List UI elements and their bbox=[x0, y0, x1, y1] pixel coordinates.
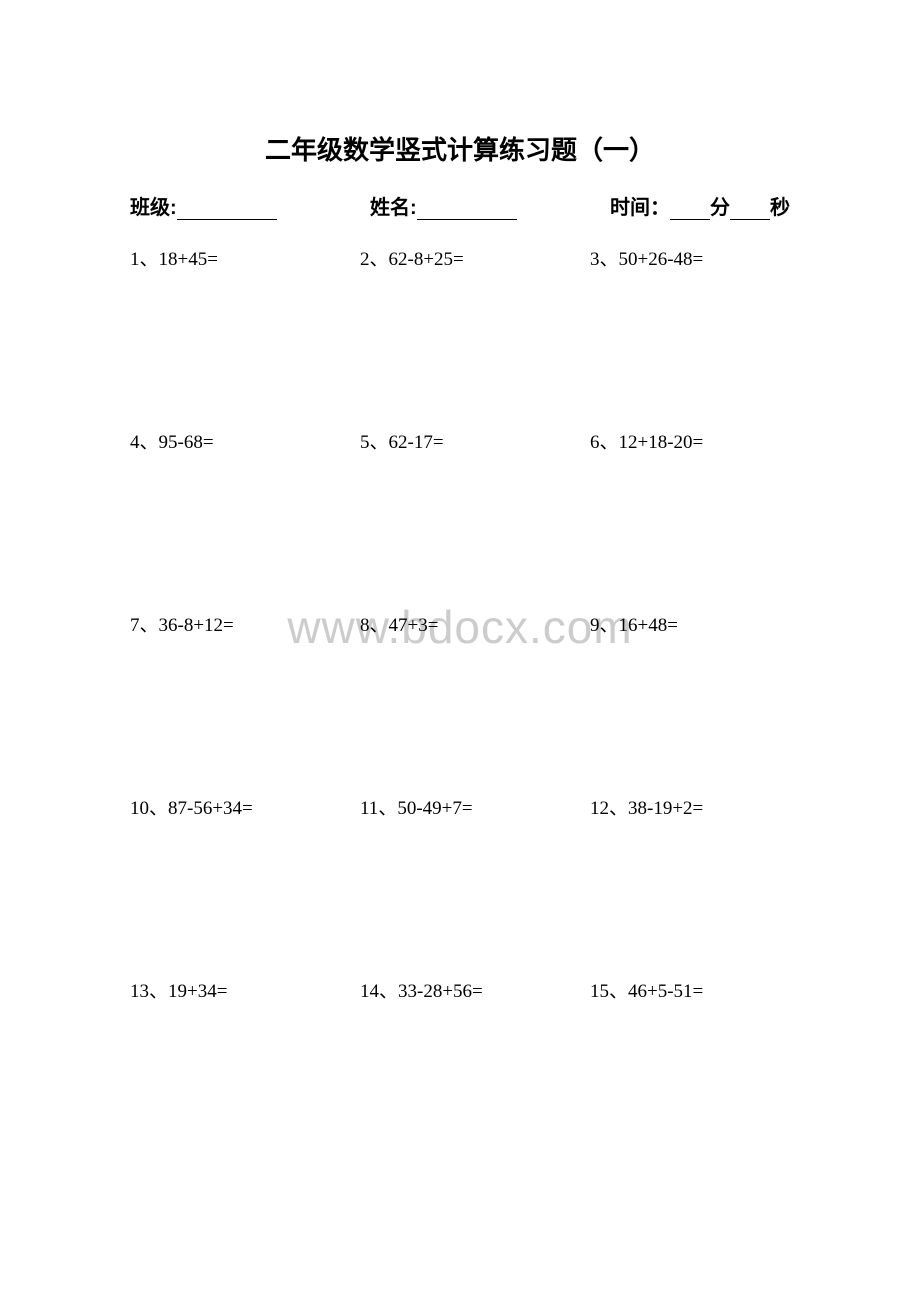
problem-expression: 36-8+12= bbox=[159, 615, 234, 636]
problem-expression: 47+3= bbox=[389, 615, 439, 636]
problem-item: 3、50+26-48= bbox=[590, 244, 703, 271]
problem-row: 4、95-68= 5、62-17= 6、12+18-20= bbox=[130, 427, 790, 454]
problem-item: 6、12+18-20= bbox=[590, 427, 703, 454]
problem-expression: 50+26-48= bbox=[619, 249, 704, 270]
problem-item: 14、33-28+56= bbox=[360, 976, 590, 1003]
problem-expression: 18+45= bbox=[159, 249, 218, 270]
problem-expression: 50-49+7= bbox=[397, 798, 472, 819]
problem-row: 7、36-8+12= 8、47+3= 9、16+48= bbox=[130, 610, 790, 637]
problems-container: 1、18+45= 2、62-8+25= 3、50+26-48= 4、95-68=… bbox=[130, 244, 790, 1003]
problem-expression: 19+34= bbox=[168, 981, 227, 1002]
problem-number: 1 bbox=[130, 249, 140, 270]
problem-row: 13、19+34= 14、33-28+56= 15、46+5-51= bbox=[130, 976, 790, 1003]
problem-number: 14 bbox=[360, 981, 379, 1002]
problem-item: 15、46+5-51= bbox=[590, 976, 703, 1003]
worksheet-title: 二年级数学竖式计算练习题（一） bbox=[130, 130, 790, 167]
problem-expression: 95-68= bbox=[159, 432, 214, 453]
problem-number: 10 bbox=[130, 798, 149, 819]
problem-expression: 16+48= bbox=[619, 615, 678, 636]
problem-item: 10、87-56+34= bbox=[130, 793, 360, 820]
problem-item: 8、47+3= bbox=[360, 610, 590, 637]
page-content: 二年级数学竖式计算练习题（一） 班级: 姓名: 时间： 分 秒 1、18+45= 2… bbox=[0, 0, 920, 1003]
problem-item: 7、36-8+12= bbox=[130, 610, 360, 637]
minute-blank[interactable] bbox=[670, 198, 710, 220]
problem-number: 15 bbox=[590, 981, 609, 1002]
problem-expression: 87-56+34= bbox=[168, 798, 253, 819]
problem-row: 10、87-56+34= 11、50-49+7= 12、38-19+2= bbox=[130, 793, 790, 820]
problem-number: 5 bbox=[360, 432, 370, 453]
problem-expression: 62-17= bbox=[389, 432, 444, 453]
problem-number: 4 bbox=[130, 432, 140, 453]
problem-number: 2 bbox=[360, 249, 370, 270]
class-label: 班级: bbox=[130, 197, 177, 219]
problem-row: 1、18+45= 2、62-8+25= 3、50+26-48= bbox=[130, 244, 790, 271]
time-label: 时间： bbox=[610, 197, 670, 219]
problem-item: 1、18+45= bbox=[130, 244, 360, 271]
problem-expression: 33-28+56= bbox=[398, 981, 483, 1002]
name-field: 姓名: bbox=[370, 191, 517, 220]
problem-item: 5、62-17= bbox=[360, 427, 590, 454]
problem-item: 11、50-49+7= bbox=[360, 793, 590, 820]
problem-number: 12 bbox=[590, 798, 609, 819]
problem-item: 2、62-8+25= bbox=[360, 244, 590, 271]
problem-number: 9 bbox=[590, 615, 600, 636]
problem-expression: 38-19+2= bbox=[628, 798, 703, 819]
class-blank[interactable] bbox=[177, 198, 277, 220]
problem-number: 3 bbox=[590, 249, 600, 270]
header-row: 班级: 姓名: 时间： 分 秒 bbox=[130, 191, 790, 220]
time-field: 时间： 分 秒 bbox=[610, 191, 790, 220]
class-field: 班级: bbox=[130, 191, 277, 220]
problem-expression: 12+18-20= bbox=[619, 432, 704, 453]
problem-number: 8 bbox=[360, 615, 370, 636]
second-label: 秒 bbox=[770, 197, 790, 219]
problem-number: 13 bbox=[130, 981, 149, 1002]
problem-item: 13、19+34= bbox=[130, 976, 360, 1003]
problem-expression: 62-8+25= bbox=[389, 249, 464, 270]
name-blank[interactable] bbox=[417, 198, 517, 220]
problem-number: 6 bbox=[590, 432, 600, 453]
minute-label: 分 bbox=[710, 197, 730, 219]
problem-expression: 46+5-51= bbox=[628, 981, 703, 1002]
second-blank[interactable] bbox=[730, 198, 770, 220]
problem-number: 7 bbox=[130, 615, 140, 636]
name-label: 姓名: bbox=[370, 197, 417, 219]
problem-item: 4、95-68= bbox=[130, 427, 360, 454]
problem-item: 12、38-19+2= bbox=[590, 793, 703, 820]
problem-number: 11 bbox=[360, 798, 378, 819]
problem-item: 9、16+48= bbox=[590, 610, 678, 637]
